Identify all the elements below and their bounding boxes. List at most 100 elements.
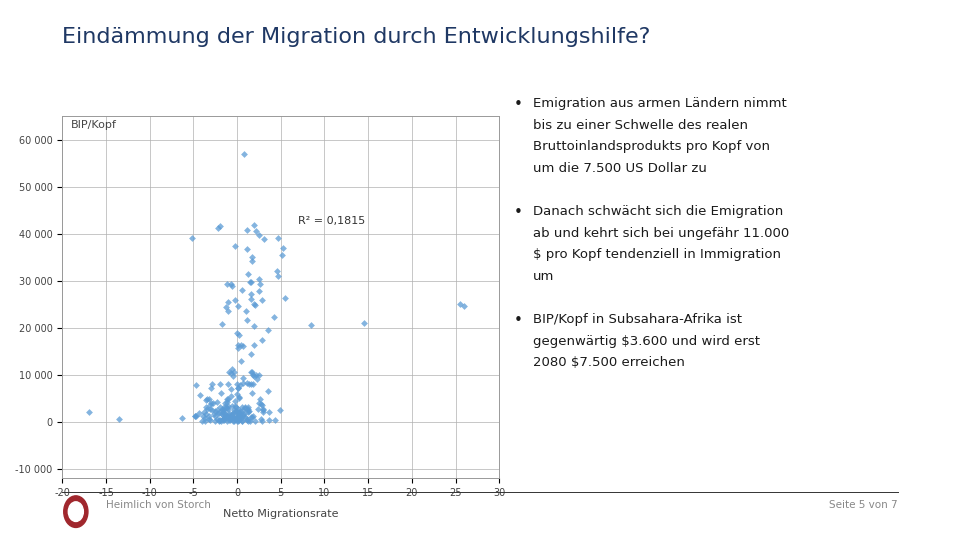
Point xyxy=(214,406,229,414)
Text: Emigration aus armen Ländern nimmt: Emigration aus armen Ländern nimmt xyxy=(533,97,786,110)
Point xyxy=(244,278,259,286)
Point xyxy=(249,227,264,235)
Circle shape xyxy=(63,496,88,528)
Point xyxy=(202,395,217,403)
Point xyxy=(227,415,242,423)
Point xyxy=(227,408,242,416)
Text: 2080 $7.500 erreichen: 2080 $7.500 erreichen xyxy=(533,356,684,369)
Point xyxy=(246,380,261,388)
Point xyxy=(233,356,249,365)
Point xyxy=(230,302,246,310)
Point xyxy=(228,402,244,411)
Point xyxy=(254,406,270,414)
Text: um die 7.500 US Dollar zu: um die 7.500 US Dollar zu xyxy=(533,162,707,175)
Point xyxy=(235,374,251,382)
Point xyxy=(230,416,246,425)
Point xyxy=(241,407,256,415)
Point xyxy=(255,404,271,413)
Point xyxy=(198,396,213,404)
Point xyxy=(250,375,265,384)
Point xyxy=(111,415,127,423)
Text: •: • xyxy=(514,313,522,328)
Point xyxy=(231,393,247,401)
Point xyxy=(261,416,276,424)
Text: BIP/Kopf: BIP/Kopf xyxy=(71,120,117,130)
Point xyxy=(218,401,233,410)
Point xyxy=(228,408,244,416)
Point xyxy=(253,415,269,423)
Text: •: • xyxy=(514,205,522,220)
Text: R² = 0,1815: R² = 0,1815 xyxy=(299,216,366,226)
Point xyxy=(211,409,227,417)
Point xyxy=(229,380,245,388)
Text: Heimlich von Storch: Heimlich von Storch xyxy=(106,500,210,510)
Point xyxy=(215,405,230,414)
Point xyxy=(243,416,258,425)
Point xyxy=(225,412,240,421)
Point xyxy=(230,408,246,416)
Point xyxy=(237,403,252,411)
Point xyxy=(232,381,248,390)
Point xyxy=(254,336,270,345)
Point xyxy=(225,401,240,410)
Point xyxy=(230,414,246,422)
Point xyxy=(221,298,236,306)
Point xyxy=(232,411,248,420)
Point xyxy=(225,410,240,418)
Point xyxy=(219,413,234,421)
Point xyxy=(247,322,262,330)
Text: Danach schwächt sich die Emigration: Danach schwächt sich die Emigration xyxy=(533,205,783,218)
Point xyxy=(239,379,254,387)
Text: •: • xyxy=(514,97,522,112)
Point xyxy=(254,401,270,410)
Point xyxy=(239,245,254,254)
Point xyxy=(277,294,293,302)
Point xyxy=(230,343,246,352)
Point xyxy=(356,319,372,327)
Point xyxy=(231,415,247,424)
Point xyxy=(223,414,238,423)
Point xyxy=(216,414,231,422)
Point xyxy=(251,231,266,239)
Point xyxy=(197,407,212,416)
Point xyxy=(247,299,262,308)
Point xyxy=(207,411,223,420)
Point xyxy=(207,417,223,426)
Point xyxy=(234,402,250,411)
Point xyxy=(205,399,221,407)
Point xyxy=(209,398,225,407)
Point xyxy=(219,417,234,426)
Point xyxy=(238,404,253,413)
Point xyxy=(219,411,234,420)
Circle shape xyxy=(68,502,84,522)
Point xyxy=(273,406,288,415)
Point xyxy=(211,416,227,425)
Point xyxy=(225,282,240,291)
Point xyxy=(240,407,255,416)
Point xyxy=(260,326,276,334)
Point xyxy=(245,368,260,377)
Point xyxy=(245,413,260,421)
Point xyxy=(253,400,269,409)
Point xyxy=(221,395,236,403)
Point xyxy=(223,385,238,394)
Point xyxy=(194,417,209,426)
Point xyxy=(244,388,259,397)
Point xyxy=(184,234,200,242)
Point xyxy=(252,287,267,295)
Point xyxy=(227,417,242,426)
Point xyxy=(227,406,242,415)
Point xyxy=(228,413,244,421)
Point xyxy=(228,415,243,423)
Point xyxy=(220,280,235,289)
Point xyxy=(243,413,258,422)
Point xyxy=(206,409,222,418)
Point xyxy=(187,412,203,421)
Point xyxy=(303,321,319,329)
Point xyxy=(247,301,262,309)
Point xyxy=(248,371,263,380)
Text: $ pro Kopf tendenziell in Immigration: $ pro Kopf tendenziell in Immigration xyxy=(533,248,780,261)
Text: um: um xyxy=(533,270,554,283)
Point xyxy=(247,372,262,381)
Point xyxy=(202,415,217,424)
